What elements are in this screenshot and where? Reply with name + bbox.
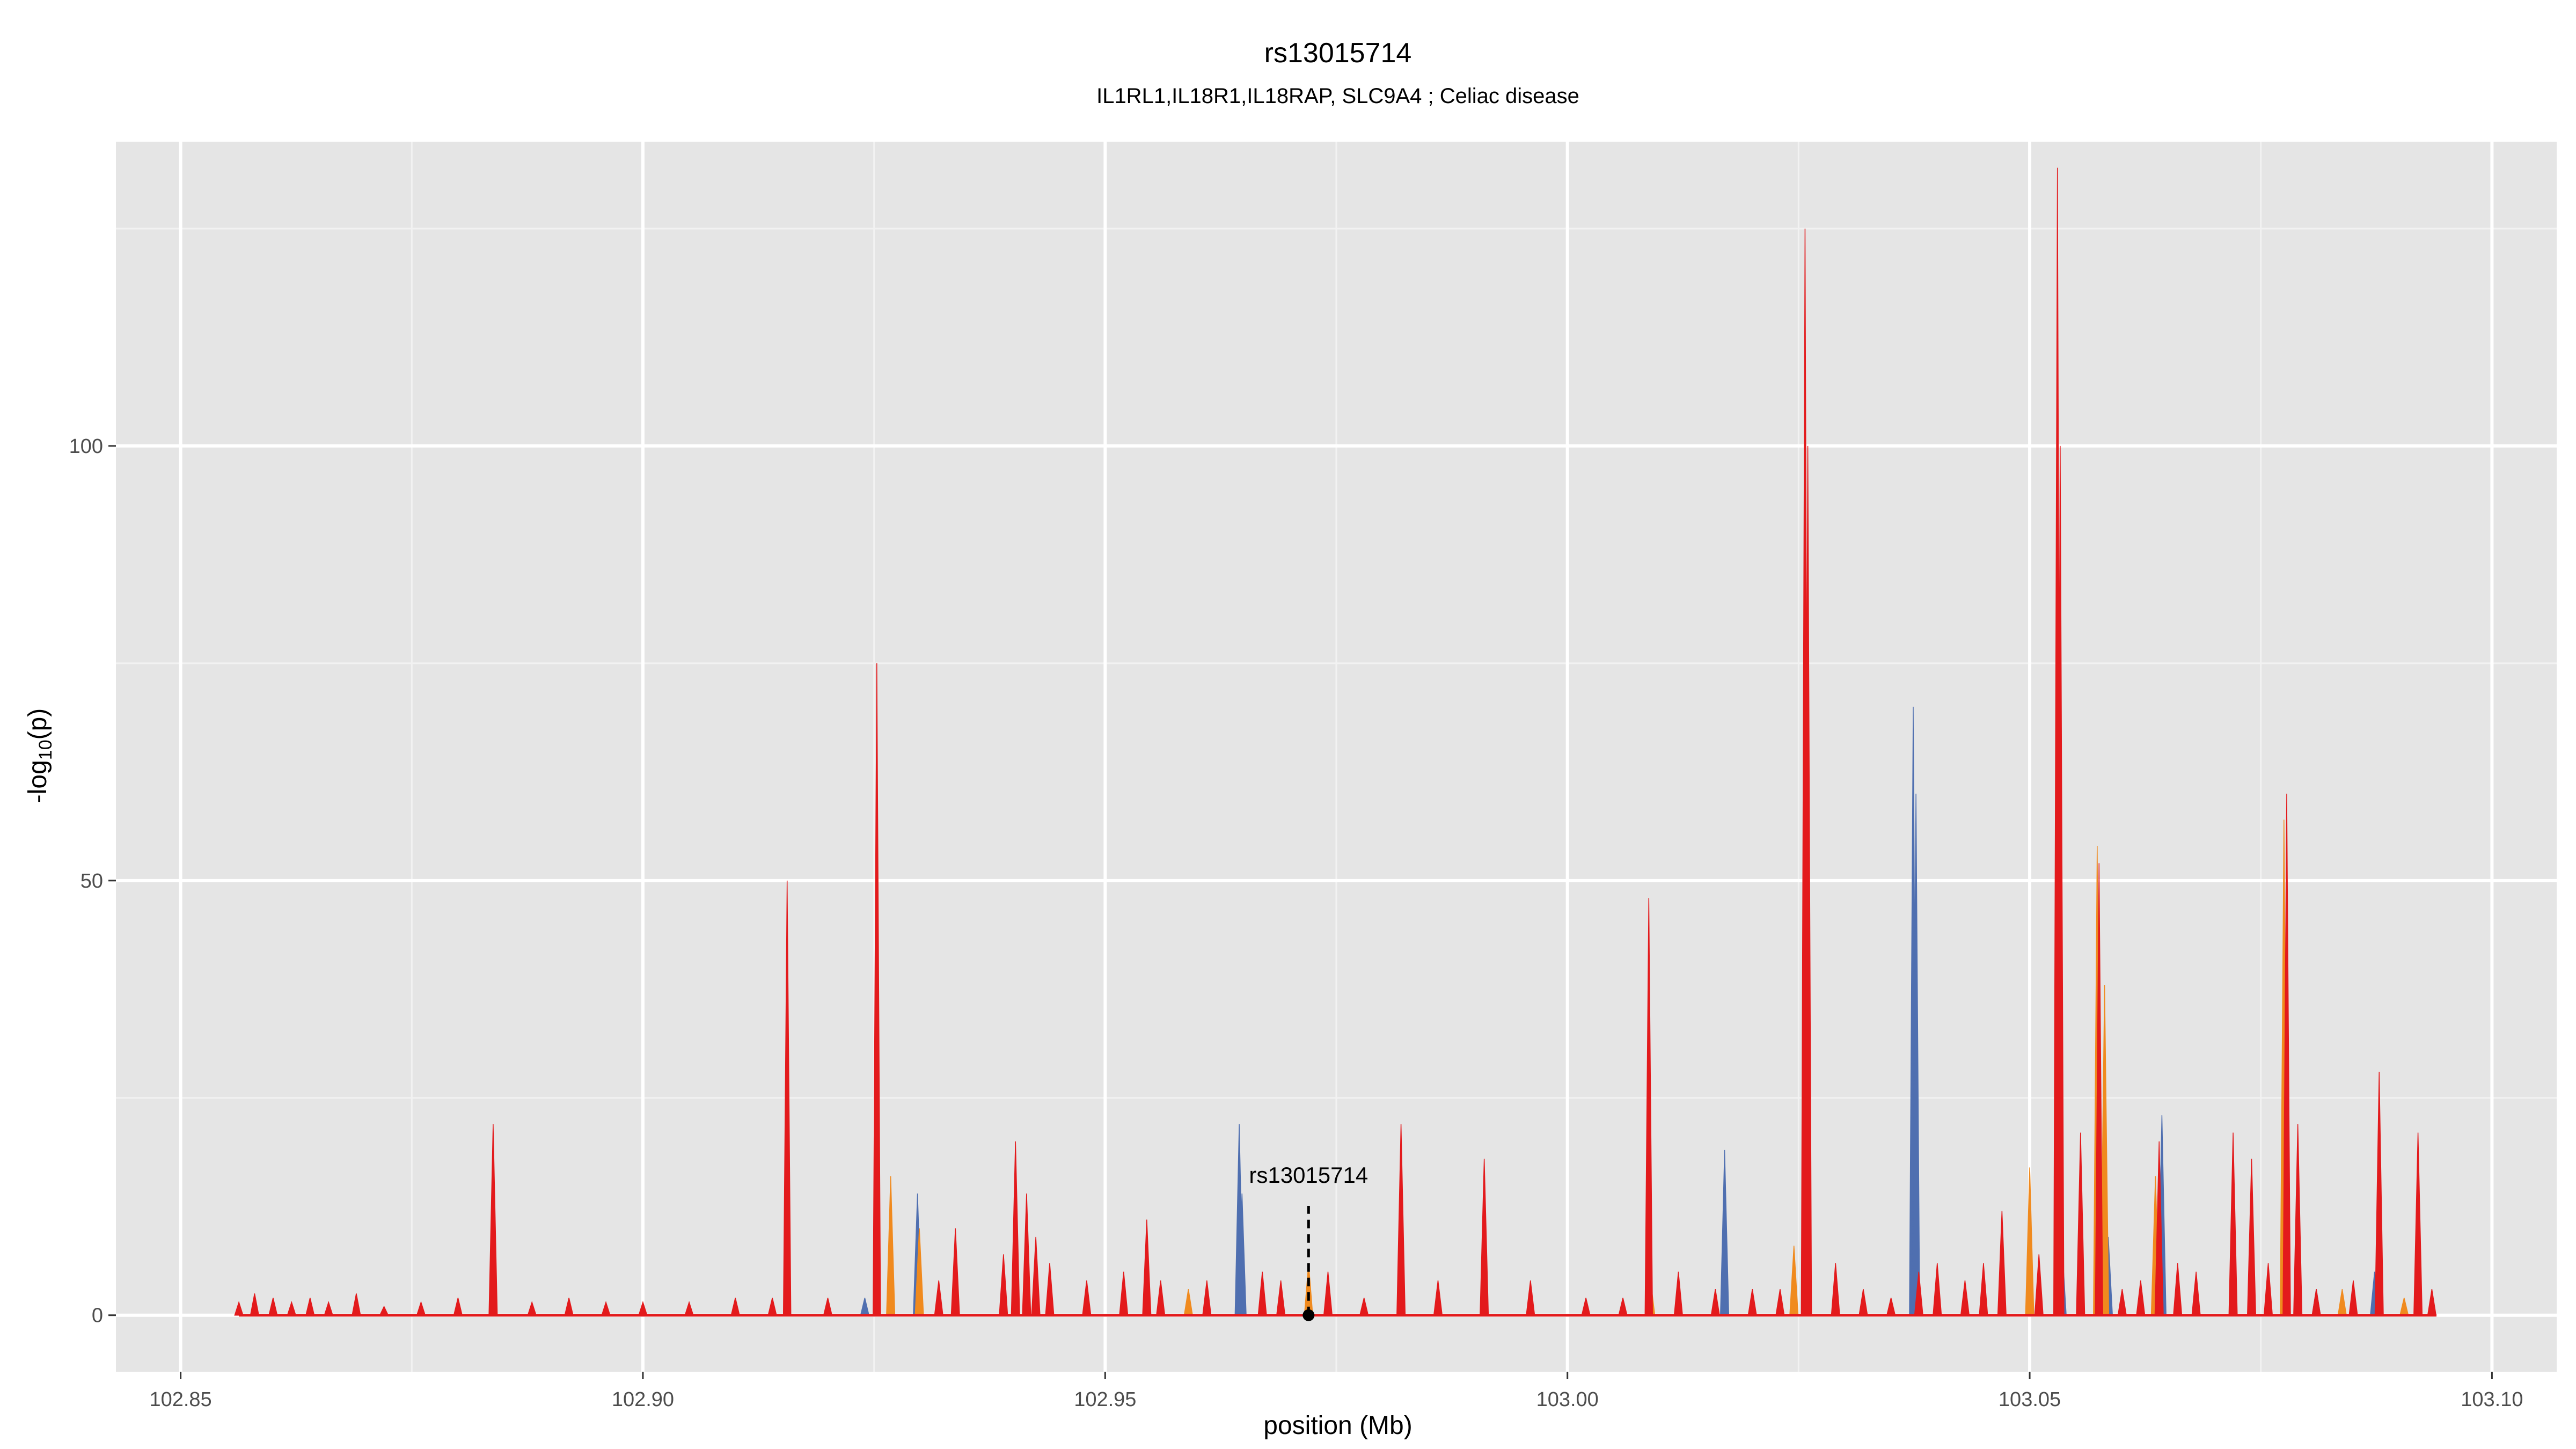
y-tick-label: 50 <box>80 870 103 892</box>
x-tick-label: 103.00 <box>1536 1388 1599 1411</box>
x-axis: 102.85 102.90 102.95 103.00 103.05 103.10 <box>149 1372 2523 1411</box>
y-tick-label: 0 <box>92 1305 103 1327</box>
x-tick-label: 102.90 <box>612 1388 674 1411</box>
x-tick-label: 102.85 <box>149 1388 211 1411</box>
annotation-layer: rs13015714 <box>1249 1162 1368 1321</box>
x-tick-label: 103.05 <box>1999 1388 2061 1411</box>
x-axis-title: position (Mb) <box>1263 1411 1412 1440</box>
annotation-point <box>1302 1309 1315 1321</box>
chart-subtitle: IL1RL1,IL18R1,IL18RAP, SLC9A4 ; Celiac d… <box>1096 84 1579 108</box>
y-axis-title: -log10(p) <box>24 708 56 803</box>
x-tick-label: 103.10 <box>2461 1388 2523 1411</box>
plot-panel: rs13015714 <box>116 142 2557 1372</box>
minor-gridlines <box>116 142 2557 1372</box>
y-tick-label: 100 <box>69 435 103 458</box>
x-tick-label: 102.95 <box>1074 1388 1136 1411</box>
chart-title: rs13015714 <box>1264 38 1412 69</box>
annotation-label: rs13015714 <box>1249 1162 1368 1188</box>
series-3-peak <box>234 1300 244 1316</box>
series-layer <box>234 167 2437 1317</box>
y-axis: 0 50 100 <box>69 435 116 1327</box>
